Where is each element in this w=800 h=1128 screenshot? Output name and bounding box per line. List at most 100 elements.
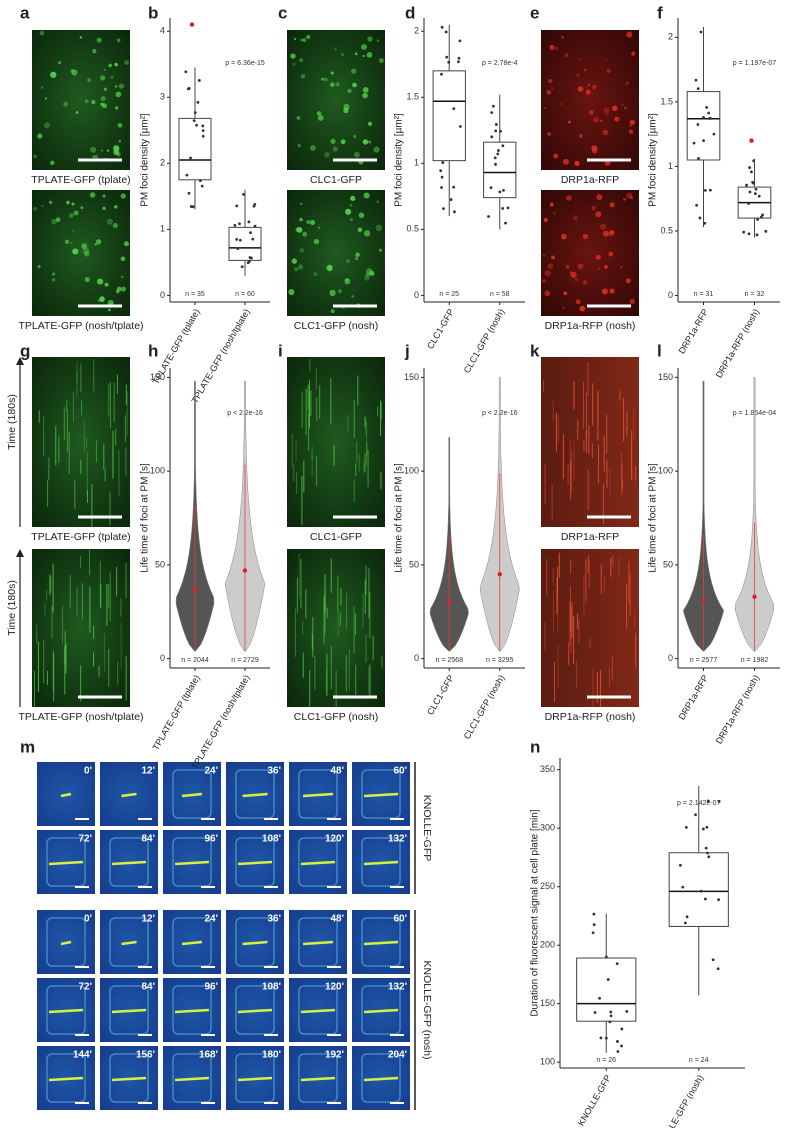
spot xyxy=(562,306,565,309)
micrograph-texture xyxy=(542,192,635,312)
jitter-dot xyxy=(185,173,189,177)
spot xyxy=(369,270,375,276)
spot xyxy=(572,215,578,221)
jitter-dot xyxy=(698,216,702,220)
group-label: KNOLLE-GFP xyxy=(421,795,433,862)
time-point: 72' xyxy=(78,982,92,993)
time-point: 12' xyxy=(141,914,155,925)
cell-outline xyxy=(172,837,212,887)
image-caption: DRP1a-RFP (nosh) xyxy=(545,320,636,332)
spot xyxy=(89,192,96,198)
time-point: 0' xyxy=(84,914,92,925)
spot xyxy=(577,263,584,270)
jitter-dot xyxy=(705,825,709,829)
jitter-dot xyxy=(702,139,705,143)
mean-point xyxy=(752,594,757,599)
spot xyxy=(565,264,570,269)
p-value: p = 6.36e-15 xyxy=(225,60,265,67)
spot xyxy=(582,279,588,285)
spot xyxy=(292,62,296,66)
jitter-dot xyxy=(706,851,709,855)
y-tick-label: 3 xyxy=(160,92,165,102)
cell-outline xyxy=(172,917,212,967)
spot xyxy=(100,96,106,102)
spot xyxy=(376,200,380,204)
cell-plate xyxy=(174,860,210,866)
spot xyxy=(121,286,127,292)
jitter-dot xyxy=(709,117,712,120)
y-tick-label: 1.5 xyxy=(406,92,419,102)
spot xyxy=(367,121,373,126)
y-axis-label: PM foci density [µm²] xyxy=(140,113,151,207)
jitter-dot xyxy=(247,260,251,263)
jitter-dot xyxy=(442,207,445,211)
p-value: p = 2.78e-4 xyxy=(482,60,518,67)
n-label: n = 3295 xyxy=(486,657,514,664)
jitter-dot xyxy=(238,222,241,226)
spot xyxy=(554,46,559,51)
spot xyxy=(40,86,44,89)
spot xyxy=(104,282,109,287)
spot xyxy=(317,115,324,121)
jitter-dot xyxy=(711,958,715,962)
cell-plate xyxy=(363,1076,399,1082)
jitter-dot xyxy=(238,238,242,242)
cell-outline xyxy=(46,917,86,967)
jitter-dot xyxy=(192,119,196,123)
panel-letter: e xyxy=(530,3,539,22)
mean-point xyxy=(701,600,706,605)
spot xyxy=(364,275,370,281)
spot xyxy=(547,132,551,136)
jitter-dot xyxy=(703,221,707,225)
time-point: 96' xyxy=(204,982,218,993)
spot xyxy=(597,267,600,270)
n-label: n = 2568 xyxy=(436,657,464,664)
jitter-dot xyxy=(755,233,759,237)
jitter-dot xyxy=(447,60,451,64)
mean-point xyxy=(447,600,452,605)
jitter-dot xyxy=(458,125,462,128)
spot xyxy=(52,272,56,276)
y-tick-label: 150 xyxy=(404,372,419,382)
cell-plate xyxy=(302,792,334,798)
cell-outline xyxy=(235,1053,275,1103)
cell-plate xyxy=(181,792,203,798)
spot xyxy=(299,248,304,253)
group-label: KNOLLE-GFP (nosh) xyxy=(421,960,433,1059)
y-axis-label: Life time of foci at PM [s] xyxy=(648,463,659,573)
jitter-dot xyxy=(750,170,753,174)
spot xyxy=(628,124,632,127)
jitter-dot xyxy=(201,129,205,133)
spot xyxy=(582,233,589,240)
violin xyxy=(734,377,775,652)
n-label: n = 35 xyxy=(185,291,205,298)
spot xyxy=(33,154,37,159)
spot xyxy=(363,192,370,199)
spot xyxy=(309,219,316,226)
spot xyxy=(543,218,548,223)
y-tick-label: 50 xyxy=(663,559,673,569)
spot xyxy=(588,110,594,115)
spot xyxy=(87,78,91,82)
spot xyxy=(330,71,334,75)
spot xyxy=(33,206,37,211)
jitter-dot xyxy=(490,135,494,139)
jitter-dot xyxy=(440,175,444,179)
spot xyxy=(628,129,634,134)
spot xyxy=(337,289,342,294)
jitter-dot xyxy=(452,185,456,189)
time-point: 156' xyxy=(136,1050,155,1061)
spot xyxy=(294,267,299,272)
time-point: 120' xyxy=(325,834,344,845)
spot xyxy=(587,83,591,87)
spot xyxy=(82,247,90,254)
jitter-dot xyxy=(751,180,754,184)
p-value: p = 1.197e-07 xyxy=(733,60,777,67)
time-point: 96' xyxy=(204,834,218,845)
spot xyxy=(355,252,360,258)
spot xyxy=(335,82,340,87)
y-tick-label: 0 xyxy=(414,290,419,300)
spot xyxy=(375,224,383,232)
spot xyxy=(366,51,373,58)
spot xyxy=(300,202,303,205)
